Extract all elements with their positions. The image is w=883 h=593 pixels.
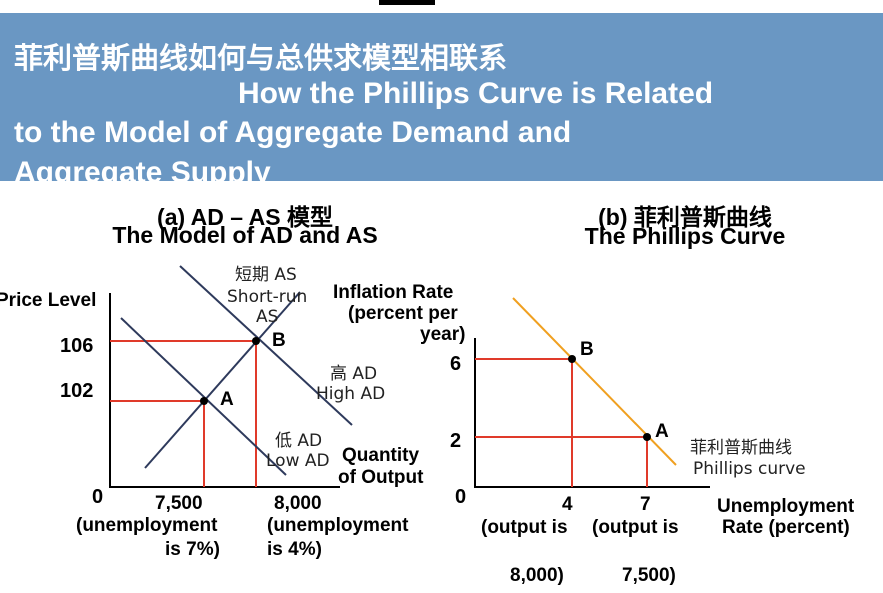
panel-a-subtitle: The Model of AD and AS	[112, 222, 378, 248]
point-a-label: A	[220, 389, 234, 410]
low-ad-curve	[120, 317, 287, 476]
phillips-point-b-label: B	[580, 339, 594, 360]
unemployment-tick-7: 7	[640, 494, 651, 515]
phillips-curve	[512, 297, 677, 466]
tick-4-note-line1: (output is	[481, 517, 568, 538]
point-b-marker	[252, 337, 260, 345]
panel-b-subtitle: The Phillips Curve	[584, 223, 786, 249]
high-ad-label-cn: 高 AD	[330, 364, 377, 384]
panel-b-y-label-line3: year)	[420, 324, 465, 345]
panel-a-x-label-line2: of Output	[338, 467, 424, 488]
panel-b-y-label-line2: (percent per	[348, 303, 458, 324]
phillips-point-b-marker	[568, 355, 576, 363]
high-ad-label-en: High AD	[316, 384, 385, 404]
x-tick-7500-note1: (unemployment	[76, 515, 218, 536]
panel-b-x-label-line1: Unemployment	[717, 496, 855, 517]
sras-label-en1: Short-run	[227, 287, 307, 307]
panel-b-origin: 0	[455, 486, 466, 508]
phillips-curve-label-cn: 菲利普斯曲线	[690, 438, 792, 458]
panel-a-y-label: Price Level	[0, 290, 96, 311]
low-ad-label-cn: 低 AD	[275, 431, 322, 451]
tick-4-note-line2: 8,000)	[510, 565, 564, 586]
slide-header: 菲利普斯曲线如何与总供求模型相联系 How the Phillips Curve…	[0, 13, 883, 181]
y-tick-102: 102	[60, 380, 93, 402]
sras-label-cn: 短期 AS	[235, 265, 297, 285]
tick-7-note-line2: 7,500)	[622, 565, 676, 586]
title-chinese: 菲利普斯曲线如何与总供求模型相联系	[14, 41, 508, 75]
phillips-point-a-label: A	[655, 421, 669, 442]
panel-b-title: (b) 菲利普斯曲线	[598, 204, 772, 230]
unemployment-tick-4: 4	[562, 494, 573, 515]
inflation-tick-6: 6	[450, 353, 461, 375]
panel-a-title: (a) AD – AS 模型	[157, 204, 333, 230]
title-english-line3: Aggregate Supply	[14, 156, 271, 181]
panel-b-x-label-line2: Rate (percent)	[722, 517, 850, 538]
panel-a-origin: 0	[92, 486, 103, 508]
x-tick-7500: 7,500	[155, 493, 203, 514]
phillips-point-a-marker	[643, 433, 651, 441]
x-tick-8000: 8,000	[274, 493, 322, 514]
point-a-marker	[200, 397, 208, 405]
panel-a-x-label-line1: Quantity	[342, 445, 419, 466]
x-tick-8000-note2: is 4%)	[267, 539, 322, 560]
top-strip	[0, 0, 883, 13]
top-mark	[379, 0, 435, 5]
phillips-curve-label-en: Phillips curve	[693, 459, 806, 479]
sras-label-en2: AS	[256, 307, 278, 327]
short-run-as-curve	[144, 291, 301, 469]
tick-7-note-line1: (output is	[592, 517, 679, 538]
x-tick-7500-note2: is 7%)	[165, 539, 220, 560]
low-ad-label-en: Low AD	[266, 451, 330, 471]
point-b-label: B	[272, 330, 286, 351]
title-english-line2: to the Model of Aggregate Demand and	[14, 116, 572, 149]
inflation-tick-2: 2	[450, 430, 461, 452]
panel-b-y-label-line1: Inflation Rate	[333, 282, 453, 303]
high-ad-curve	[179, 265, 353, 426]
y-tick-106: 106	[60, 335, 93, 357]
x-tick-8000-note1: (unemployment	[267, 515, 409, 536]
title-english-line1: How the Phillips Curve is Related	[238, 77, 714, 110]
